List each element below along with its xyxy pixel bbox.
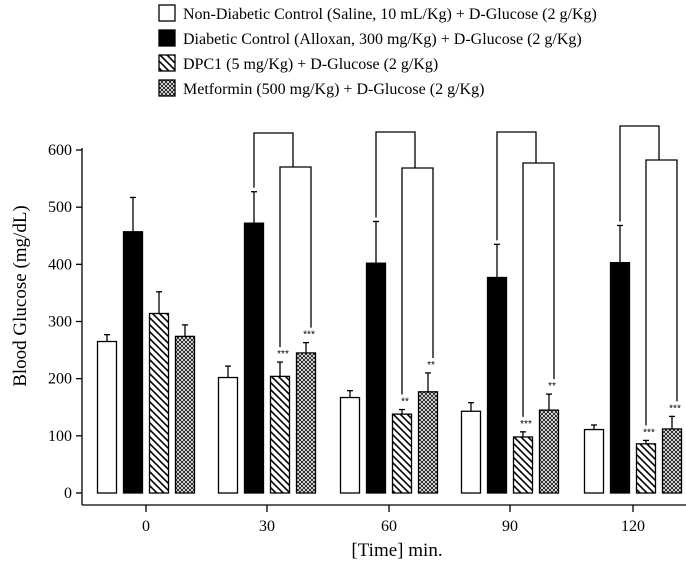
legend: Non-Diabetic Control (Saline, 10 mL/Kg) … [158, 4, 597, 98]
significance-label: *** [520, 419, 532, 430]
legend-swatch [158, 79, 176, 97]
bar [661, 428, 683, 494]
bars: ********************* [96, 191, 683, 494]
significance-label: ** [548, 381, 556, 392]
significance-label: *** [643, 427, 655, 438]
axes: 0 100 200 300 400 500 600 0 30 60 90 120 [48, 142, 686, 535]
bracket-main [253, 132, 294, 188]
bar [460, 410, 482, 494]
x-tick-label: 30 [259, 518, 275, 535]
bracket-sub [522, 162, 555, 417]
significance-label: ** [401, 397, 409, 408]
y-tick-label: 200 [48, 371, 72, 388]
bar [391, 413, 413, 494]
bracket-sub [645, 159, 678, 426]
bar [486, 276, 508, 494]
legend-label: Non-Diabetic Control (Saline, 10 mL/Kg) … [183, 6, 597, 23]
bracket-main [496, 131, 537, 241]
y-axis-title: Blood Glucose (mg/dL) [10, 205, 31, 387]
bar [122, 231, 144, 494]
significance-label: *** [303, 330, 315, 341]
x-tick-label: 120 [621, 518, 645, 535]
bar [583, 428, 605, 494]
significance-brackets [253, 125, 678, 426]
bar [174, 335, 196, 494]
legend-label: DPC1 (5 mg/Kg) + D-Glucose (2 g/Kg) [183, 56, 438, 73]
x-tick-label: 90 [502, 518, 518, 535]
bar [339, 396, 361, 494]
bar [635, 443, 657, 494]
significance-label: ** [427, 360, 435, 371]
bar [269, 375, 291, 494]
bar [295, 352, 317, 494]
legend-label: Diabetic Control (Alloxan, 300 mg/Kg) + … [183, 31, 582, 48]
bracket-main [619, 125, 660, 222]
bar [417, 391, 439, 494]
legend-swatch [158, 29, 176, 47]
bracket-main [375, 131, 416, 218]
y-tick-label: 300 [48, 314, 72, 331]
x-axis-title: [Time] min. [351, 540, 442, 561]
y-tick-label: 500 [48, 199, 72, 216]
bar [217, 376, 239, 494]
bar [243, 222, 265, 494]
bracket-sub [279, 166, 312, 348]
y-tick-label: 400 [48, 256, 72, 273]
legend-swatch [158, 54, 176, 72]
legend-label: Metformin (500 mg/Kg) + D-Glucose (2 g/K… [183, 81, 484, 98]
bracket-sub [401, 167, 434, 395]
bar [538, 409, 560, 494]
bar [365, 262, 387, 494]
x-tick-label: 0 [142, 518, 150, 535]
bar [148, 312, 170, 494]
legend-swatch [158, 4, 176, 22]
x-tick-label: 60 [381, 518, 397, 535]
bar [96, 340, 118, 494]
significance-label: *** [277, 349, 289, 360]
y-tick-label: 100 [48, 428, 72, 445]
significance-label: *** [669, 403, 681, 414]
y-tick-label: 0 [64, 485, 72, 502]
y-tick-label: 600 [48, 142, 72, 159]
bar [609, 261, 631, 494]
bar [512, 436, 534, 494]
